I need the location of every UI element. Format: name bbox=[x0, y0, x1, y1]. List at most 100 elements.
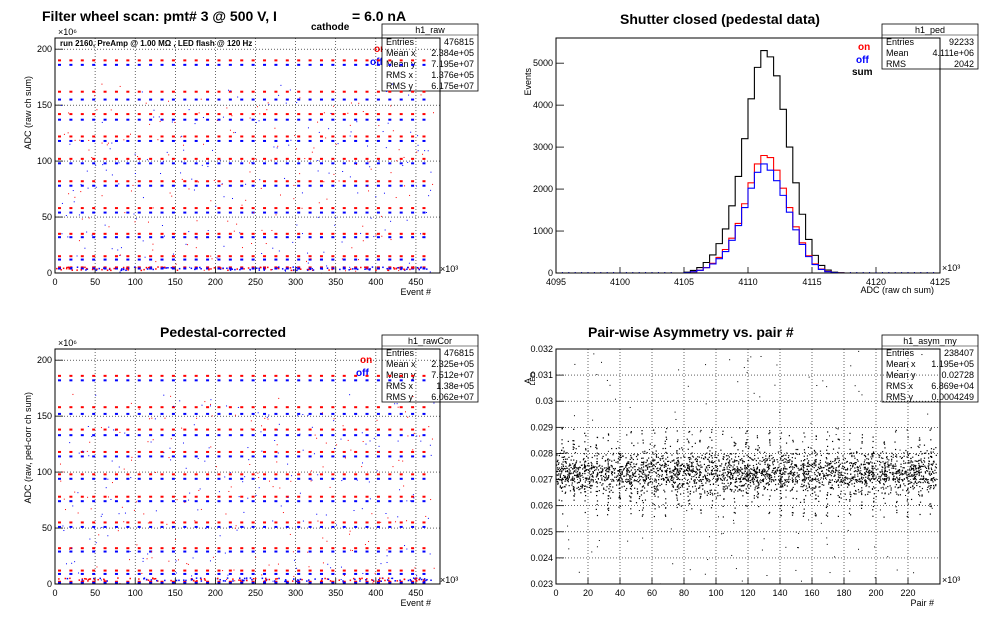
rawCor-point-off bbox=[126, 572, 130, 575]
rawCor-point-scatter bbox=[105, 487, 107, 489]
rawCor-point-off bbox=[103, 379, 107, 382]
rawCor-point-scatter bbox=[86, 450, 88, 452]
raw-point-scatter bbox=[135, 218, 137, 220]
asym-point bbox=[704, 456, 706, 458]
asym-point bbox=[903, 455, 905, 457]
raw-point-off bbox=[103, 267, 107, 270]
raw-point-scatter bbox=[350, 131, 352, 133]
asym-point bbox=[778, 479, 780, 481]
asym-point bbox=[643, 487, 646, 489]
rawCor-point-off bbox=[263, 412, 267, 415]
rawCor-point-pedestal bbox=[105, 580, 107, 582]
rawCor-point-on bbox=[331, 406, 335, 409]
asym-point bbox=[762, 494, 764, 496]
raw-point-on bbox=[228, 232, 232, 235]
rawCor-point-on bbox=[114, 580, 118, 583]
raw-point-pedestal bbox=[67, 266, 70, 269]
rawCor-point-pedestal bbox=[103, 579, 106, 581]
raw-point-scatter bbox=[163, 235, 165, 237]
rawCor-point-on bbox=[92, 495, 96, 498]
raw-point-on bbox=[308, 59, 312, 62]
raw-point-scatter bbox=[65, 215, 67, 217]
raw-point-on bbox=[149, 90, 153, 93]
rawCor-point-pedestal bbox=[278, 577, 280, 580]
raw-point-off bbox=[331, 118, 335, 121]
rawCor-point-off bbox=[114, 525, 118, 528]
asym-point bbox=[653, 464, 655, 466]
rawCor-point-off bbox=[92, 455, 96, 458]
raw-point-scatter bbox=[202, 117, 204, 119]
rawCor-point-scatter bbox=[433, 402, 435, 404]
asym-point bbox=[714, 454, 716, 456]
asym-point bbox=[834, 459, 837, 461]
asym-point bbox=[723, 482, 725, 485]
ped-legend-off: off bbox=[856, 55, 869, 66]
rawCor-point-pedestal bbox=[396, 580, 399, 582]
rawCor-point-scatter bbox=[316, 437, 318, 439]
rawCor-point-scatter bbox=[258, 487, 260, 489]
rawCor-point-on bbox=[149, 473, 153, 476]
asym-point bbox=[558, 478, 560, 480]
asym-point bbox=[754, 476, 757, 478]
asym-point bbox=[665, 470, 668, 473]
raw-point-off bbox=[228, 258, 232, 261]
asym-point bbox=[591, 466, 593, 468]
raw-point-off bbox=[149, 98, 153, 101]
asym-point bbox=[576, 473, 578, 475]
asym-point bbox=[677, 453, 679, 455]
rawCor-point-scatter bbox=[169, 447, 171, 449]
raw-point-pedestal bbox=[409, 268, 411, 271]
asym-point bbox=[860, 474, 862, 476]
rawCor-point-on bbox=[342, 547, 346, 550]
asym-point bbox=[777, 467, 779, 469]
asym-point bbox=[656, 486, 658, 488]
rawCor-point-scatter bbox=[356, 479, 358, 481]
raw-point-off bbox=[206, 139, 210, 142]
raw-title-tail: = 6.0 nA bbox=[352, 8, 406, 24]
raw-point-off bbox=[422, 267, 426, 270]
raw-point-scatter bbox=[219, 159, 221, 161]
asym-point bbox=[874, 478, 876, 480]
asym-point bbox=[607, 465, 609, 467]
asym-point bbox=[626, 469, 628, 471]
asym-point bbox=[736, 470, 739, 472]
asym-point bbox=[796, 480, 799, 482]
asym-point bbox=[559, 479, 561, 481]
raw-point-pedestal bbox=[312, 269, 315, 271]
asym-point bbox=[878, 456, 880, 458]
asym-point bbox=[671, 484, 673, 486]
asym-point bbox=[696, 468, 698, 470]
asym-point bbox=[731, 489, 733, 491]
rawCor-point-off bbox=[92, 525, 96, 528]
asym-point bbox=[723, 466, 725, 469]
asym-point bbox=[917, 470, 919, 472]
raw-point-scatter bbox=[91, 157, 93, 159]
asym-point bbox=[781, 485, 784, 487]
raw-x-tick-label: 200 bbox=[208, 277, 223, 287]
raw-point-scatter bbox=[390, 105, 392, 107]
rawCor-point-off bbox=[274, 477, 278, 480]
asym-point bbox=[818, 463, 820, 466]
asym-point bbox=[786, 452, 788, 454]
rawCor-point-pedestal bbox=[170, 579, 172, 582]
raw-point-scatter bbox=[427, 150, 429, 152]
asym-point bbox=[866, 458, 868, 460]
asym-point bbox=[698, 480, 700, 482]
asym-point bbox=[749, 471, 751, 473]
rawCor-point-on bbox=[411, 547, 415, 550]
raw-point-pedestal bbox=[84, 266, 86, 269]
raw-point-scatter bbox=[310, 258, 312, 260]
asym-point bbox=[881, 469, 883, 471]
rawCor-point-on bbox=[194, 495, 198, 498]
rawCor-point-scatter bbox=[362, 462, 364, 464]
asym-point bbox=[598, 453, 600, 455]
asym-point bbox=[646, 459, 648, 461]
rawCor-point-scatter bbox=[361, 432, 363, 434]
raw-point-off bbox=[388, 63, 392, 66]
asym-point bbox=[921, 453, 923, 455]
raw-point-scatter bbox=[93, 211, 95, 213]
asym-point bbox=[783, 464, 785, 466]
rawCor-point-on bbox=[92, 580, 96, 583]
asym-point bbox=[922, 475, 925, 477]
asym-point bbox=[742, 450, 744, 452]
